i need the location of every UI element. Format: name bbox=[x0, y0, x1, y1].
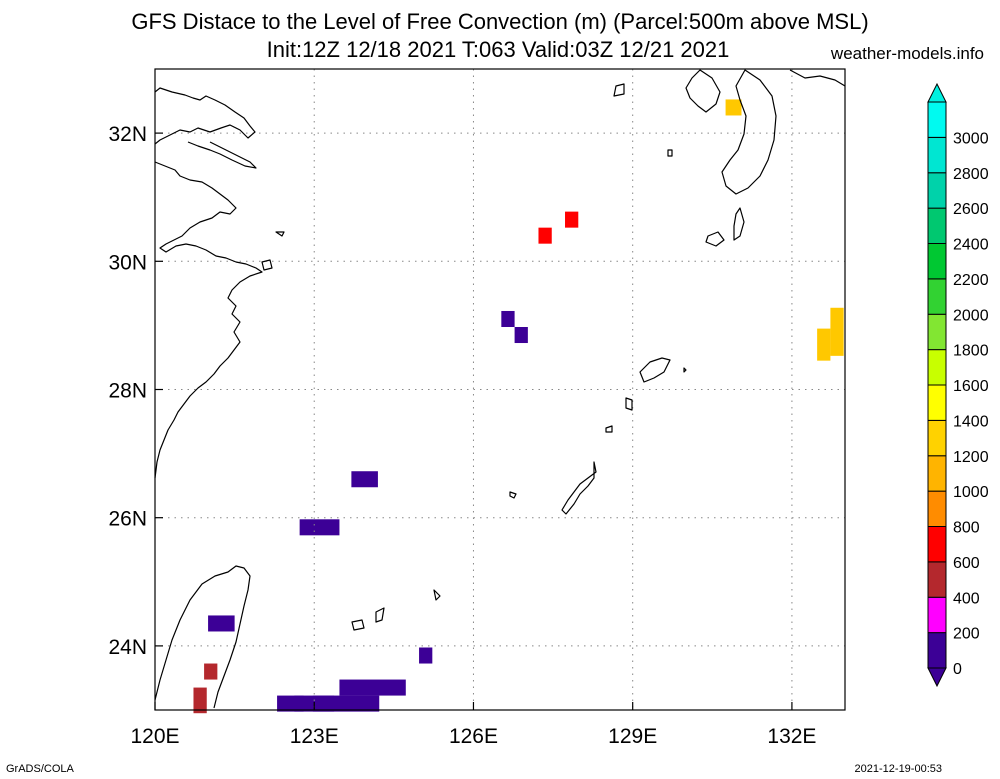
colorbar-label: 400 bbox=[953, 590, 980, 607]
data-cell bbox=[538, 227, 552, 244]
site-label: weather-models.info bbox=[830, 44, 984, 63]
coastline-miyako bbox=[433, 589, 441, 601]
colorbar-label: 2400 bbox=[953, 237, 989, 254]
colorbar-label: 2200 bbox=[953, 272, 989, 289]
coastline-island-d bbox=[275, 231, 285, 237]
coastline-hangzhou-bay bbox=[154, 161, 263, 479]
data-cell bbox=[193, 687, 207, 714]
colorbar-segment bbox=[927, 172, 947, 209]
lat-tick-label: 32N bbox=[108, 123, 147, 146]
colorbar-segment bbox=[927, 136, 947, 174]
data-cell bbox=[204, 663, 218, 680]
lon-tick-label: 123E bbox=[290, 725, 339, 748]
colorbar-segment bbox=[927, 207, 947, 244]
coastlines bbox=[154, 69, 846, 709]
colorbar-label: 3000 bbox=[953, 130, 989, 147]
colorbar-label: 1800 bbox=[953, 343, 989, 360]
coastline-island-h bbox=[683, 367, 687, 373]
data-cell bbox=[339, 679, 406, 696]
data-cell bbox=[299, 519, 340, 536]
colorbar-segment bbox=[927, 384, 947, 421]
coastline-island-c bbox=[509, 491, 517, 499]
coastline-island-f bbox=[667, 149, 673, 157]
lon-tick-label: 129E bbox=[608, 725, 657, 748]
colorbar-label: 800 bbox=[953, 520, 980, 537]
data-cell bbox=[725, 99, 742, 116]
data-cell bbox=[351, 471, 378, 488]
colorbar-segment bbox=[927, 278, 947, 315]
colorbar-segment bbox=[927, 313, 947, 351]
coastline-okinawa bbox=[561, 461, 597, 515]
data-cell bbox=[514, 327, 528, 344]
colorbar-label: 1200 bbox=[953, 449, 989, 466]
coastline-river-mouth bbox=[187, 141, 257, 169]
lat-tick-label: 26N bbox=[108, 508, 147, 531]
timestamp-label: 2021-12-19-00:53 bbox=[854, 763, 942, 775]
lat-tick-label: 24N bbox=[108, 636, 147, 659]
coastline-taiwan bbox=[154, 565, 251, 709]
axis-labels: 120E 123E 126E 129E 132E 24N 26N 28N 30N 32N bbox=[108, 123, 816, 748]
colorbar-segment bbox=[927, 455, 947, 492]
colorbar-segment bbox=[927, 349, 947, 386]
colorbar-segment bbox=[927, 243, 947, 280]
colorbar-segment bbox=[927, 632, 947, 669]
colorbar-segment bbox=[927, 561, 947, 598]
colorbar-segment bbox=[927, 101, 947, 138]
colorbar-label: 1600 bbox=[953, 378, 989, 395]
data-cell bbox=[501, 310, 515, 328]
data-cell bbox=[419, 647, 433, 664]
coastline-iriomote bbox=[351, 619, 365, 631]
colorbar-label: 1400 bbox=[953, 413, 989, 430]
colorbar-label: 2000 bbox=[953, 307, 989, 324]
coastline-amami bbox=[639, 357, 671, 383]
data-cell bbox=[817, 328, 831, 361]
coastline-tanegashima bbox=[733, 207, 745, 241]
colorbar-label: 0 bbox=[953, 661, 962, 678]
coastline-island-e bbox=[261, 259, 273, 271]
colorbar-under-arrow bbox=[927, 667, 947, 688]
colorbar-segment bbox=[927, 419, 947, 457]
data-cell bbox=[830, 307, 844, 356]
colorbar-label: 2600 bbox=[953, 201, 989, 218]
lon-tick-label: 126E bbox=[449, 725, 498, 748]
data-cell bbox=[208, 615, 235, 632]
colorbar-label: 200 bbox=[953, 626, 980, 643]
map-title: GFS Distace to the Level of Free Convect… bbox=[131, 9, 869, 34]
data-cell bbox=[565, 211, 579, 228]
colorbar: 0 200 400 600 800 1000 1200 1400 1600 1800 2000 220… bbox=[927, 82, 989, 688]
colorbar-segment bbox=[927, 596, 947, 634]
colorbar-label: 1000 bbox=[953, 484, 989, 501]
gridlines bbox=[154, 69, 845, 710]
colorbar-segment bbox=[927, 490, 947, 527]
coastline-island-a bbox=[625, 397, 633, 411]
data-cell bbox=[312, 695, 380, 712]
data-cells bbox=[193, 99, 844, 714]
lat-tick-label: 30N bbox=[108, 251, 147, 274]
coastline-mainland bbox=[154, 87, 256, 145]
lon-tick-label: 120E bbox=[130, 725, 179, 748]
coastline-yakushima bbox=[705, 231, 725, 247]
coastline-ishigaki bbox=[375, 607, 385, 623]
lon-tick-label: 132E bbox=[767, 725, 816, 748]
colorbar-label: 600 bbox=[953, 555, 980, 572]
coastline-kyushu-north bbox=[789, 69, 846, 87]
data-cell bbox=[277, 695, 304, 712]
credit-label: GrADS/COLA bbox=[6, 763, 74, 775]
lat-tick-label: 28N bbox=[108, 380, 147, 403]
colorbar-over-arrow bbox=[927, 82, 947, 103]
coastline-island-b bbox=[605, 425, 613, 433]
coastline-kyushu bbox=[685, 69, 721, 113]
colorbar-label: 2800 bbox=[953, 166, 989, 183]
coastline-kyushu-south bbox=[721, 69, 777, 195]
colorbar-segment bbox=[927, 526, 947, 563]
map-subtitle: Init:12Z 12/18 2021 T:063 Valid:03Z 12/2… bbox=[266, 37, 730, 62]
coastline-island-g bbox=[613, 83, 625, 97]
